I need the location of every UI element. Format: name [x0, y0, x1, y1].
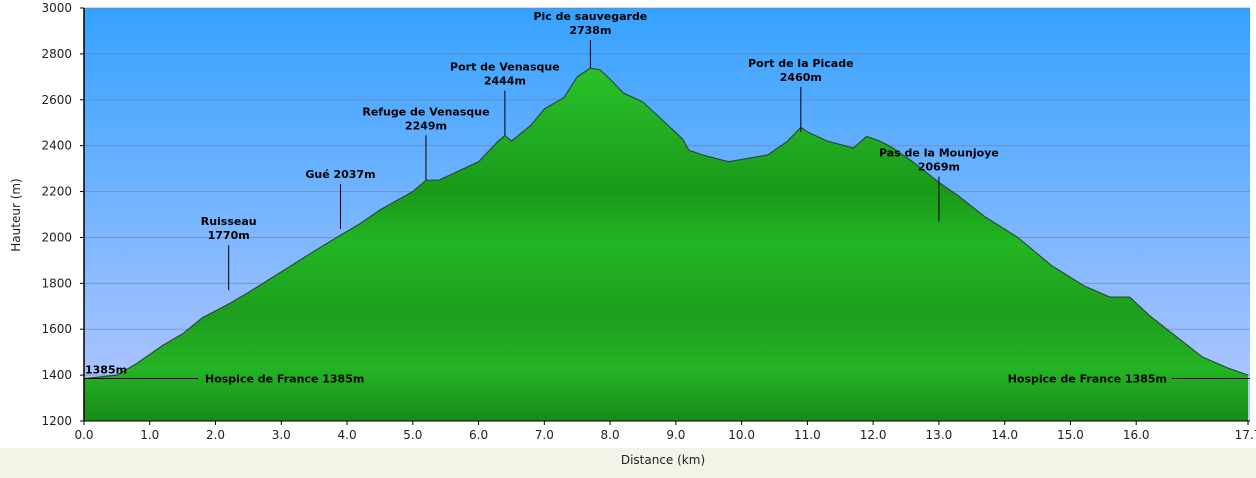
y-tick-label: 2000	[41, 230, 72, 244]
x-tick-label: 7.0	[535, 428, 554, 442]
y-axis-title: Hauteur (m)	[9, 178, 23, 251]
x-tick-label: 8.0	[601, 428, 620, 442]
annotation-label: 2249m	[405, 119, 447, 132]
x-tick-label: 3.0	[272, 428, 291, 442]
x-tick-label: 6.0	[469, 428, 488, 442]
x-tick-label: 5.0	[403, 428, 422, 442]
annotation-label: 2738m	[569, 24, 611, 37]
footer-strip	[0, 448, 1256, 478]
y-tick-label: 2200	[41, 185, 72, 199]
annotation-label: Port de la Picade	[748, 57, 853, 70]
annotation-label: Gué 2037m	[305, 168, 375, 181]
x-axis-title: Distance (km)	[621, 453, 705, 467]
x-tick-label: 15.0	[1057, 428, 1084, 442]
annotation-label: Ruisseau	[201, 215, 257, 228]
y-tick-label: 1400	[41, 368, 72, 382]
x-tick-label: 10.0	[728, 428, 755, 442]
y-tick-label: 1200	[41, 414, 72, 428]
annotation-label: 2069m	[918, 161, 960, 174]
annotation-label: 2444m	[484, 75, 526, 88]
annotation-label: Pas de la Mounjoye	[879, 147, 999, 160]
y-tick-label: 2400	[41, 139, 72, 153]
x-tick-label: 0.0	[74, 428, 93, 442]
profile-area	[84, 68, 1248, 421]
y-tick-label: 2600	[41, 93, 72, 107]
x-tick-label: 17.7	[1235, 428, 1256, 442]
y-tick-label: 1600	[41, 322, 72, 336]
x-tick-label: 11.0	[794, 428, 821, 442]
x-tick-label: 14.0	[991, 428, 1018, 442]
x-tick-label: 16.0	[1123, 428, 1150, 442]
x-tick-label: 12.0	[860, 428, 887, 442]
annotation-label: 1770m	[208, 229, 250, 242]
reference-label: Hospice de France 1385m	[205, 373, 364, 386]
y-tick-label: 1800	[41, 276, 72, 290]
annotation-label: Refuge de Venasque	[362, 105, 489, 118]
x-tick-label: 13.0	[926, 428, 953, 442]
reference-label: Hospice de France 1385m	[1008, 373, 1167, 386]
annotation-label: 2460m	[780, 71, 822, 84]
annotation-label: Pic de sauvegarde	[533, 10, 647, 23]
x-tick-label: 9.0	[666, 428, 685, 442]
y-tick-label: 3000	[41, 1, 72, 15]
annotation-label: Port de Venasque	[450, 61, 560, 74]
y-tick-label: 2800	[41, 47, 72, 61]
x-tick-label: 2.0	[206, 428, 225, 442]
reference-label: 1385m	[85, 364, 127, 377]
profile-line	[83, 67, 1249, 380]
x-tick-label: 1.0	[140, 428, 159, 442]
x-tick-label: 4.0	[338, 428, 357, 442]
